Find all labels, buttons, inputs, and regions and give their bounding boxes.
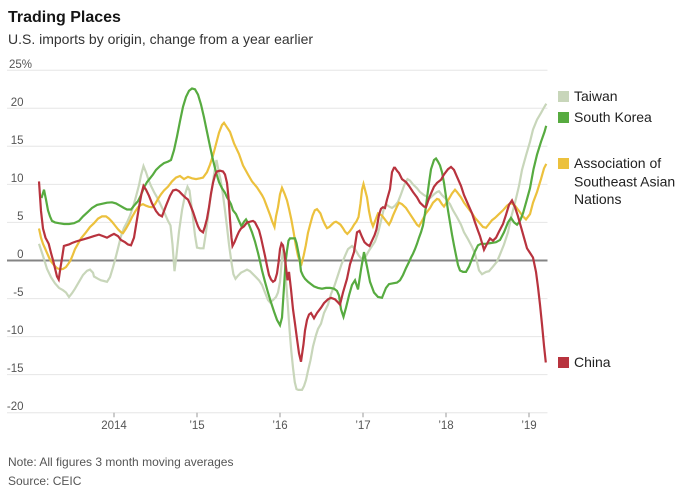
svg-text:20: 20 [11, 97, 24, 109]
svg-text:-15: -15 [7, 363, 24, 375]
svg-text:0: 0 [17, 249, 23, 261]
svg-text:Association of: Association of [574, 155, 661, 171]
svg-text:’16: ’16 [272, 420, 287, 432]
svg-text:5: 5 [17, 211, 23, 223]
svg-text:25%: 25% [9, 59, 32, 71]
svg-text:Note: All figures 3 month movi: Note: All figures 3 month moving average… [8, 455, 233, 469]
svg-text:-20: -20 [7, 401, 24, 413]
svg-text:’17: ’17 [355, 420, 370, 432]
svg-text:Southeast Asian: Southeast Asian [574, 174, 675, 190]
svg-text:Trading Places: Trading Places [8, 9, 121, 26]
svg-text:U.S. imports by origin, change: U.S. imports by origin, change from a ye… [8, 31, 313, 47]
svg-text:China: China [574, 354, 611, 370]
svg-text:10: 10 [11, 173, 24, 185]
svg-text:’15: ’15 [189, 420, 204, 432]
svg-text:-5: -5 [13, 287, 23, 299]
svg-text:’18: ’18 [438, 420, 453, 432]
svg-text:South Korea: South Korea [574, 109, 652, 125]
svg-text:Source: CEIC: Source: CEIC [8, 474, 82, 488]
svg-text:’19: ’19 [521, 420, 536, 432]
svg-text:2014: 2014 [101, 420, 127, 432]
svg-text:Nations: Nations [574, 191, 621, 207]
svg-text:-10: -10 [7, 325, 24, 337]
svg-text:15: 15 [11, 135, 24, 147]
svg-text:Taiwan: Taiwan [574, 88, 618, 104]
